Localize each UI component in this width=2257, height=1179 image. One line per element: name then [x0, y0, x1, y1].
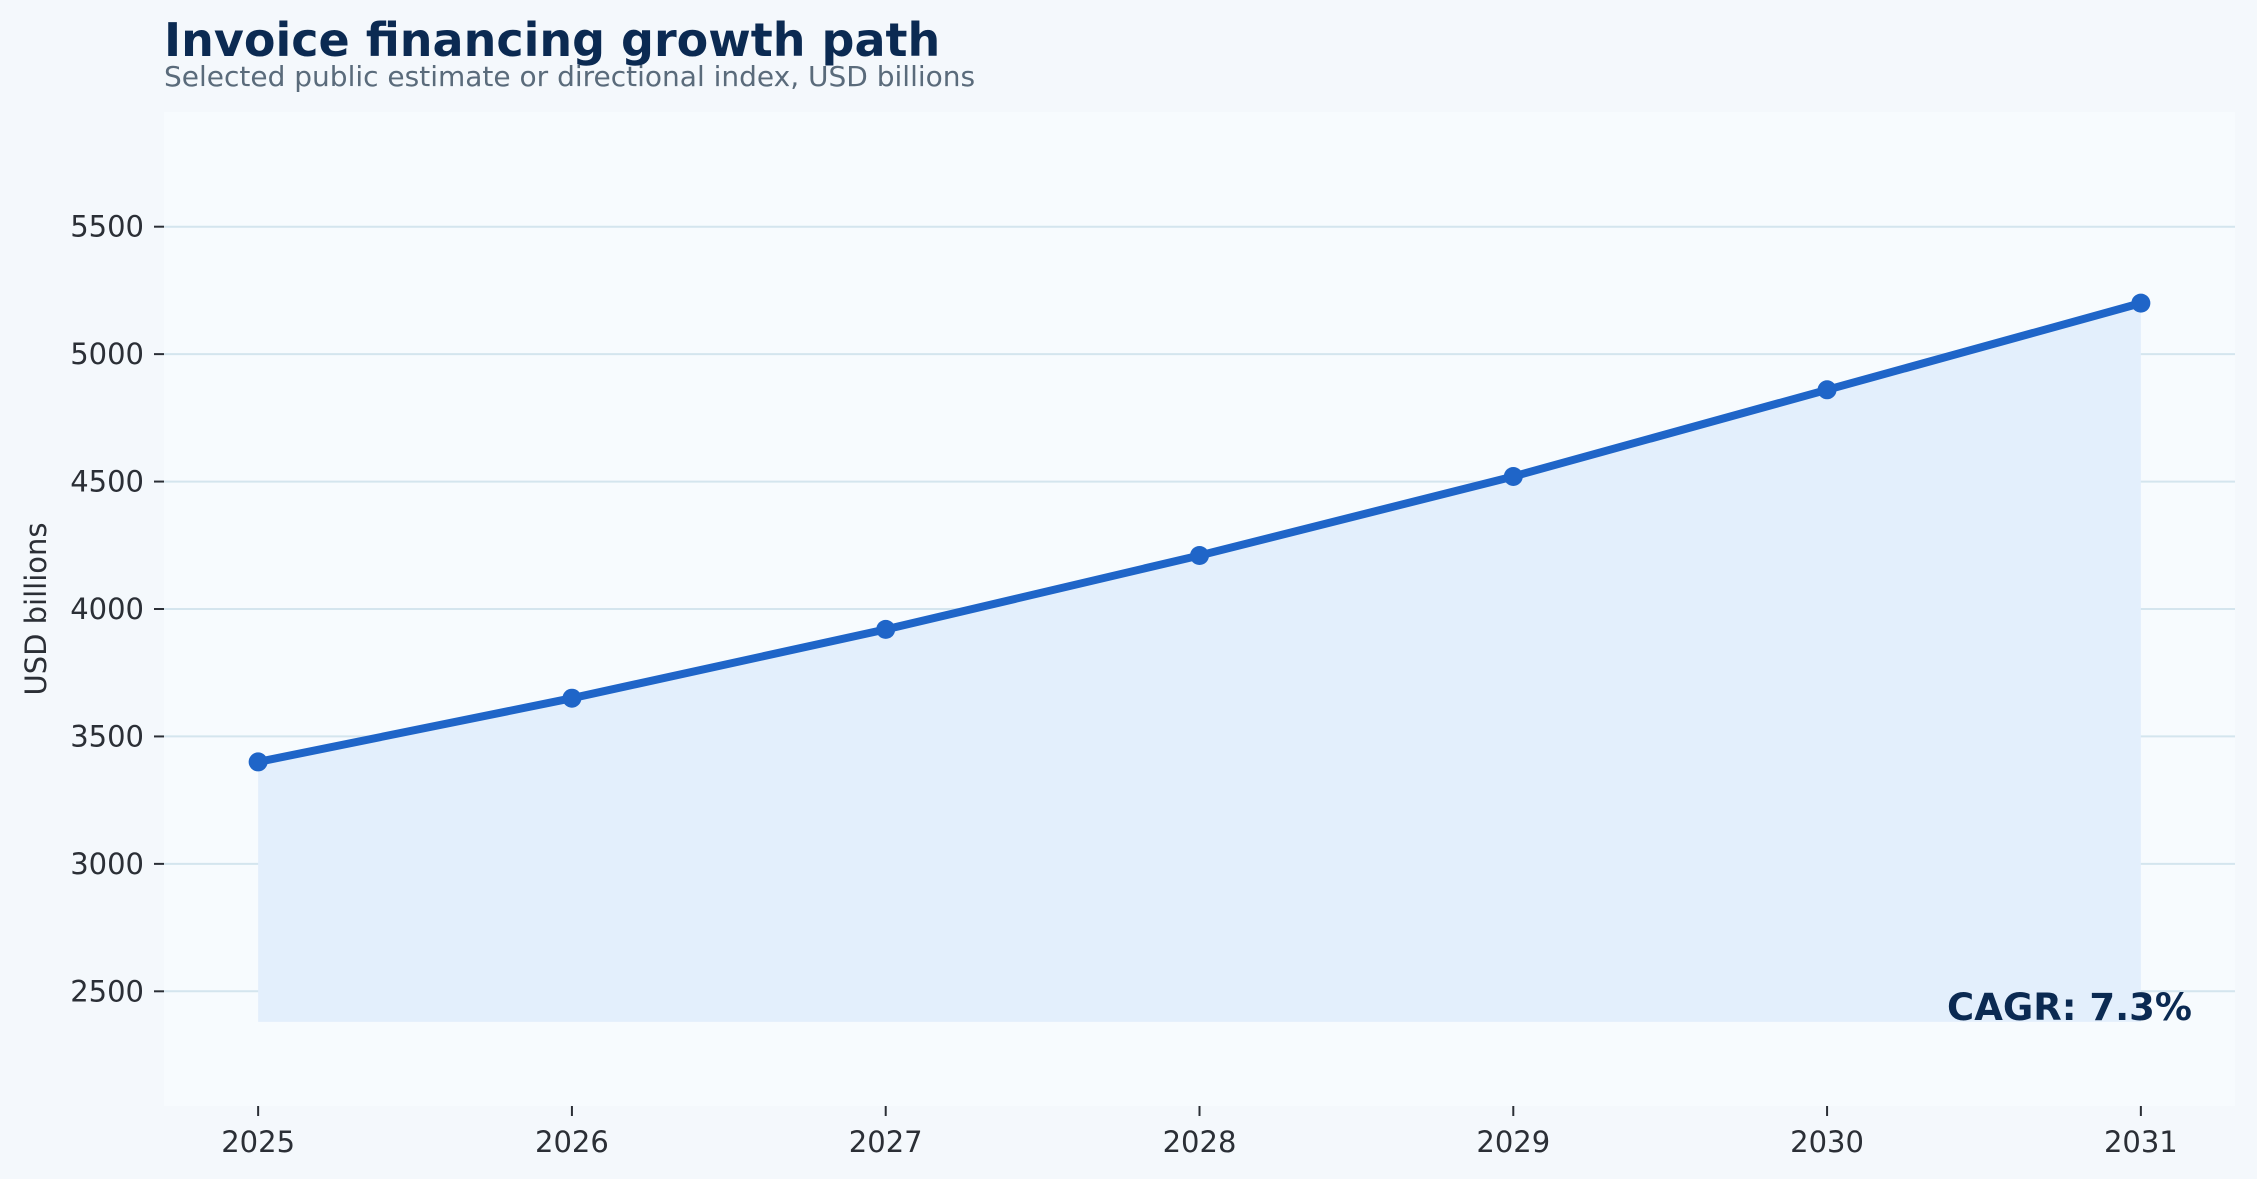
x-tick-label: 2025: [221, 1125, 295, 1159]
y-tick-label: 3500: [70, 719, 144, 753]
cagr-annotation: CAGR: 7.3%: [1947, 986, 2192, 1029]
area-fill: [258, 303, 2141, 1022]
y-axis-label: USD billions: [19, 522, 53, 695]
x-axis-ticks: 2025 2026 2027 2028 2029 2030 2031: [221, 1106, 2178, 1159]
data-point: [1190, 545, 1209, 565]
x-tick-label: 2027: [849, 1125, 923, 1159]
data-points: [248, 293, 2151, 772]
chart-title: Invoice financing growth path: [164, 13, 940, 67]
data-point: [1817, 380, 1837, 400]
x-tick-label: 2031: [2104, 1125, 2178, 1159]
x-tick-label: 2026: [535, 1125, 609, 1159]
data-point: [562, 688, 582, 708]
y-tick-label: 4000: [70, 592, 144, 626]
y-axis-ticks: 2500 3000 3500 4000 4500 5000 5500: [70, 210, 164, 1008]
y-tick-label: 5500: [70, 210, 144, 244]
y-tick-label: 5000: [70, 337, 144, 371]
y-tick-label: 3000: [70, 847, 144, 881]
y-tick-label: 4500: [70, 465, 144, 499]
data-point: [2131, 293, 2151, 313]
x-tick-label: 2028: [1163, 1125, 1237, 1159]
x-tick-label: 2030: [1790, 1125, 1864, 1159]
data-point: [248, 752, 268, 772]
x-tick-label: 2029: [1476, 1125, 1550, 1159]
y-tick-label: 2500: [70, 974, 144, 1008]
data-point: [876, 619, 896, 639]
data-point: [1503, 466, 1523, 486]
chart-subtitle: Selected public estimate or directional …: [164, 60, 975, 93]
